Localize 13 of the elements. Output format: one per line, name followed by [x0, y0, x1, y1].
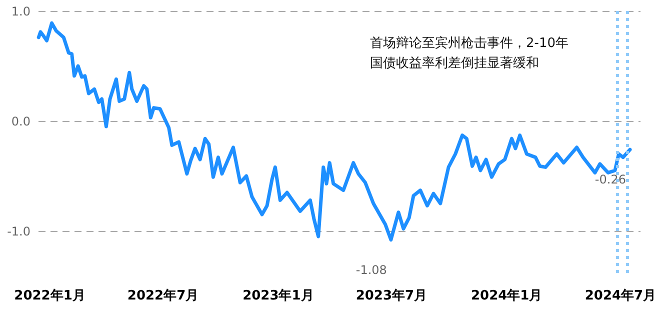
x-tick-label: 2023年1月: [242, 288, 314, 304]
y-tick-label: 0.0: [11, 114, 30, 128]
annotation: -1.08: [356, 262, 387, 277]
annotation: 首场辩论至宾州枪击事件，2-10年国债收益率利差倒挂显著缓和: [370, 35, 570, 73]
x-tick-label: 2022年1月: [14, 288, 86, 304]
x-tick-label: 2022年7月: [127, 288, 199, 304]
line-series: [36, 21, 632, 242]
x-tick-label: 2024年7月: [584, 288, 656, 304]
x-tick-label: 2023年7月: [356, 288, 428, 304]
x-tick-label: 2024年1月: [470, 288, 542, 304]
y-tick-label: -1.0: [7, 224, 30, 238]
y-tick-label: 1.0: [11, 4, 30, 18]
annotation: -0.26: [594, 172, 626, 187]
